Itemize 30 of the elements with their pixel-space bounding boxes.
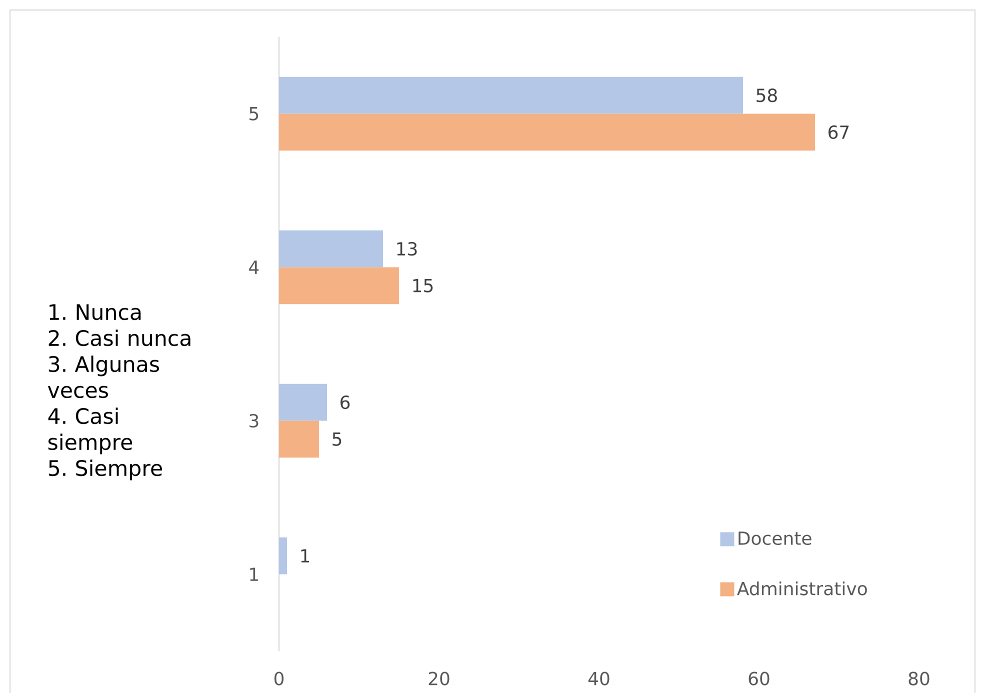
x-tick-label: 20: [428, 672, 450, 686]
legend-label: Administrativo: [737, 581, 867, 596]
text: 5. Siempre: [48, 460, 162, 480]
data-label: 58: [756, 88, 777, 102]
data-label: 1: [301, 549, 310, 562]
bar: [279, 537, 288, 574]
y-tick-label: 5: [250, 107, 258, 120]
data-label: 67: [828, 125, 849, 139]
x-tick-label: 60: [748, 672, 770, 686]
y-tick-label: 1: [250, 568, 258, 581]
y-tick-label: 4: [249, 260, 259, 274]
x-tick-label: 40: [588, 672, 610, 686]
bar: [279, 420, 320, 458]
x-tick-label: 80: [908, 672, 930, 686]
bar: [279, 384, 328, 421]
text: 2. Casi nunca: [48, 330, 190, 346]
data-label: 5: [332, 432, 342, 446]
data-label: 15: [413, 278, 433, 292]
text: 4. Casi siempre: [48, 408, 132, 454]
bar: [279, 267, 400, 304]
x-tick-label: 0: [274, 672, 284, 686]
text: 1. Nunca: [50, 304, 141, 320]
bar: [279, 230, 384, 268]
data-label: 6: [340, 396, 350, 410]
text: 3. Algunas veces: [48, 356, 160, 398]
bar: [279, 76, 743, 114]
data-label: 13: [397, 242, 417, 256]
y-tick-label: 3: [250, 414, 258, 428]
legend-label: Docente: [738, 532, 812, 546]
bar: [279, 114, 816, 151]
